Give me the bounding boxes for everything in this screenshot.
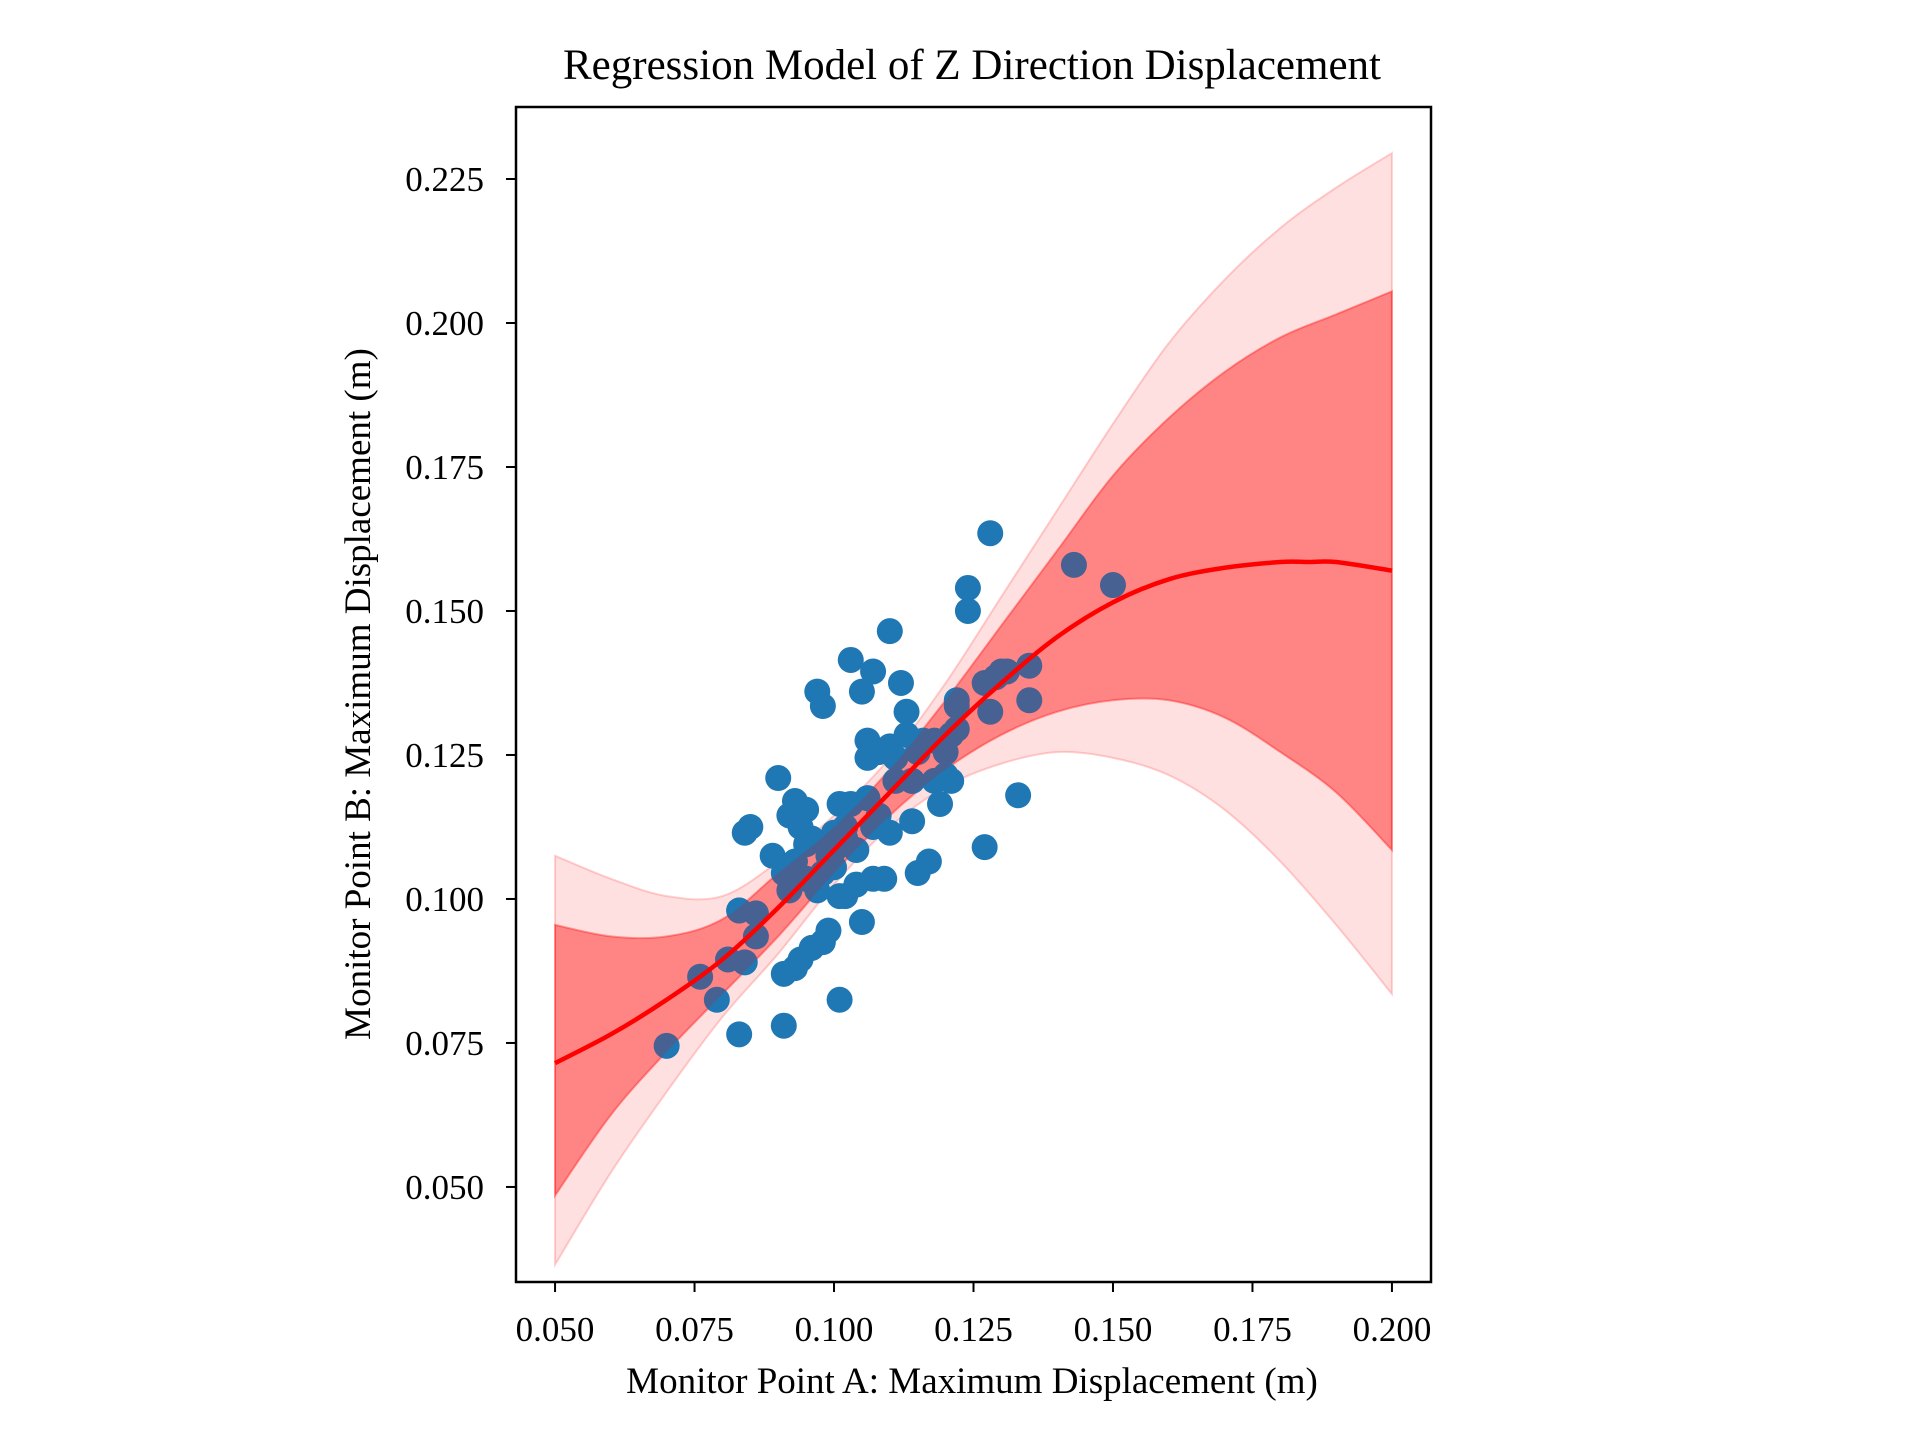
scatter-point <box>737 813 764 840</box>
x-axis: 0.050 0.075 0.100 0.125 0.150 0.175 0.200 <box>516 1282 1432 1349</box>
y-tick-label: 0.050 <box>405 1168 484 1207</box>
scatter-point <box>765 765 792 792</box>
scatter-point <box>742 923 769 950</box>
scatter-point <box>1016 687 1043 714</box>
x-tick-label: 0.100 <box>795 1310 874 1349</box>
scatter-point <box>860 658 887 685</box>
scatter-point <box>703 986 730 1013</box>
scatter-point <box>770 1012 797 1039</box>
scatter-point <box>726 1021 753 1048</box>
scatter-point <box>1099 572 1126 599</box>
scatter-point <box>798 825 825 852</box>
scatter-point <box>809 693 836 720</box>
y-tick-label: 0.150 <box>405 592 484 631</box>
scatter-point <box>731 949 758 976</box>
scatter-point <box>876 819 903 846</box>
y-tick-label: 0.175 <box>405 448 484 487</box>
band-overlay <box>555 291 1392 1196</box>
y-axis: 0.050 0.075 0.100 0.125 0.150 0.175 0.200 0.225 <box>405 160 516 1207</box>
y-tick-label: 0.200 <box>405 304 484 343</box>
scatter-point <box>893 698 920 725</box>
scatter-point <box>815 917 842 944</box>
scatter-point <box>915 848 942 875</box>
scatter-point <box>793 796 820 823</box>
x-tick-label: 0.125 <box>934 1310 1013 1349</box>
scatter-point <box>993 658 1020 685</box>
scatter-point <box>843 837 870 864</box>
y-axis-label: Monitor Point B: Maximum Displacement (m… <box>338 348 379 1040</box>
scatter-point <box>882 744 909 771</box>
scatter-point <box>1016 652 1043 679</box>
scatter-point <box>1060 551 1087 578</box>
x-tick-label: 0.050 <box>516 1310 595 1349</box>
x-tick-label: 0.200 <box>1353 1310 1432 1349</box>
plot-area <box>554 151 1393 1269</box>
y-tick-label: 0.075 <box>405 1024 484 1063</box>
scatter-point <box>927 790 954 817</box>
x-axis-label: Monitor Point A: Maximum Displacement (m… <box>626 1361 1318 1402</box>
scatter-series <box>653 520 1126 1059</box>
scatter-point <box>837 646 864 673</box>
scatter-point <box>653 1032 680 1059</box>
scatter-point <box>971 834 998 861</box>
scatter-point <box>848 678 875 705</box>
scatter-point <box>848 909 875 936</box>
scatter-point <box>876 618 903 645</box>
scatter-point <box>938 767 965 794</box>
scatter-point <box>943 687 970 714</box>
scatter-point <box>977 520 1004 547</box>
scatter-point <box>899 808 926 835</box>
x-tick-label: 0.075 <box>655 1310 734 1349</box>
scatter-point <box>871 865 898 892</box>
scatter-point <box>954 597 981 624</box>
scatter-point <box>1005 782 1032 809</box>
scatter-point <box>887 669 914 696</box>
y-tick-label: 0.225 <box>405 160 484 199</box>
y-tick-label: 0.100 <box>405 880 484 919</box>
scatter-point <box>954 574 981 601</box>
y-tick-label: 0.125 <box>405 736 484 775</box>
scatter-point <box>943 716 970 743</box>
scatter-point <box>977 698 1004 725</box>
fit-line <box>554 559 1393 1066</box>
scatter-point <box>826 986 853 1013</box>
confidence-band-overlay <box>555 291 1392 1196</box>
x-tick-label: 0.150 <box>1074 1310 1153 1349</box>
chart-title: Regression Model of Z Direction Displace… <box>563 42 1381 89</box>
x-tick-label: 0.175 <box>1213 1310 1292 1349</box>
